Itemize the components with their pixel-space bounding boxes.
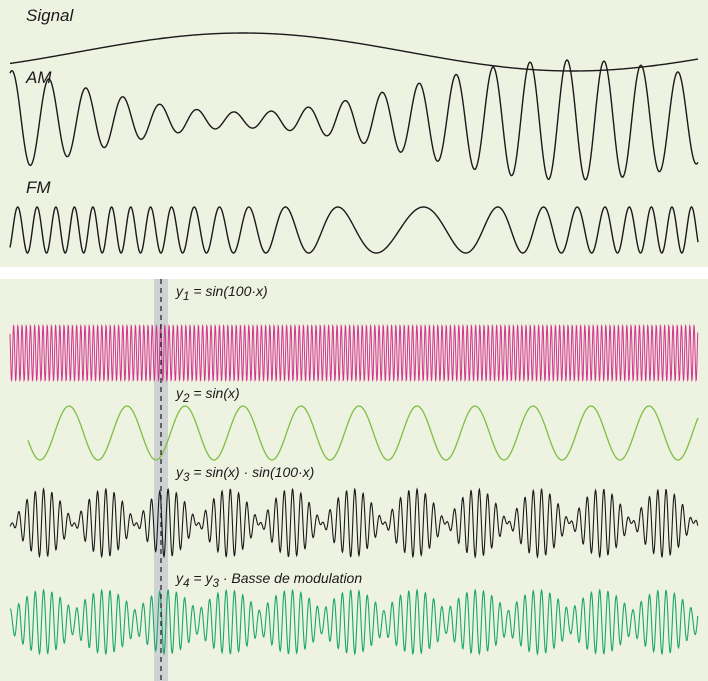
am-label: AM [26,68,52,87]
modulation-types-panel: Signal AM FM [0,0,708,267]
signal-product-panel: y1 = sin(100·x) y2 = sin(x) y3 = sin(x) … [0,279,708,681]
y4-waveform [9,588,699,656]
product-waveforms [9,279,699,681]
y4-equation: y4 = y3 · Basse de modulation [176,570,363,590]
signal-waveform [9,32,699,72]
modulation-waveforms [9,32,699,254]
y1-equation: y1 = sin(100·x) [176,283,268,303]
y2-equation: y2 = sin(x) [176,385,240,405]
y2-waveform [27,405,699,461]
fm-label: FM [26,178,51,197]
am-waveform [9,59,699,181]
fm-waveform [9,206,699,254]
signal-label: Signal [26,6,74,25]
y3-waveform [9,487,699,559]
y3-equation: y3 = sin(x) · sin(100·x) [176,464,315,484]
y1-waveform [9,324,699,382]
